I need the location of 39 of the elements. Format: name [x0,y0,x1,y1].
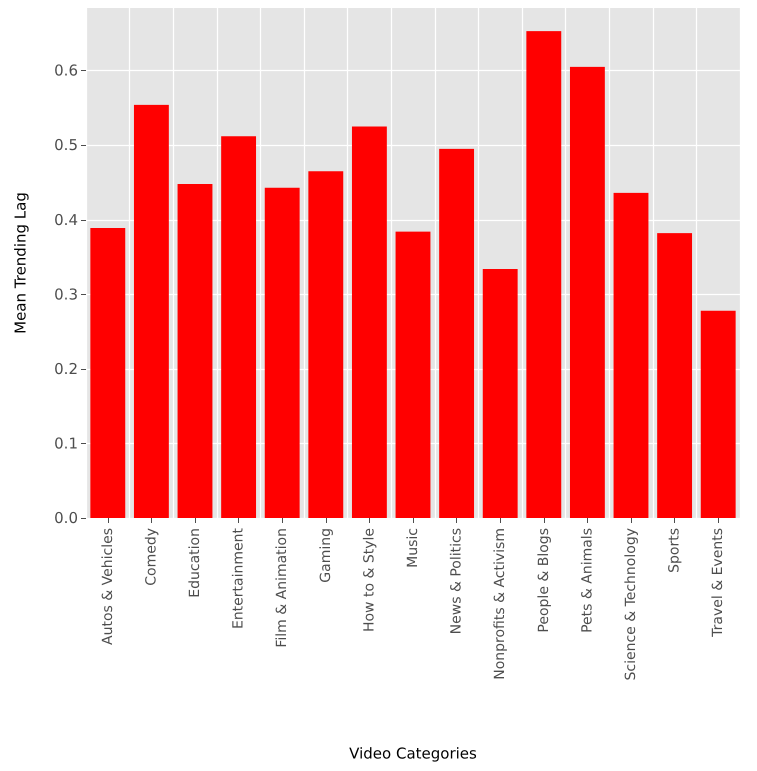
bar [264,188,300,518]
y-tick-label: 0.6 [54,62,78,80]
x-tick-label: Music [405,528,421,568]
x-tick-label: Science & Technology [623,528,639,681]
bar [482,268,518,518]
x-axis-title: Video Categories [349,744,478,762]
bar [308,171,344,518]
y-tick-label: 0.2 [54,360,78,378]
bar [439,148,474,518]
bar [614,192,648,518]
x-tick-label: Gaming [318,528,334,583]
x-tick-label: News & Politics [448,528,465,634]
bar [657,233,692,518]
bar [526,31,562,518]
x-tick-label: Travel & Events [710,528,726,638]
y-tick-label: 0.4 [54,210,78,229]
y-tick-label: 0.5 [54,136,78,154]
x-tick-label: Pets & Animals [579,528,596,633]
bar [178,184,212,518]
bar [396,232,430,518]
x-tick-label: Autos & Vehicles [100,528,116,645]
bar [700,310,736,518]
y-tick-label: 0.0 [54,509,78,527]
x-tick-label: How to & Style [361,528,378,632]
y-tick-label: 0.1 [54,434,78,452]
x-tick-label: Film & Animation [274,528,290,648]
bar [570,66,605,518]
x-tick-label: Entertainment [230,528,247,630]
x-tick-label: Comedy [143,528,160,586]
x-tick-label: People & Blogs [536,528,552,633]
bar [352,126,387,518]
x-tick-label: Sports [666,528,683,573]
bar [221,136,256,518]
x-tick-label: Education [187,528,203,598]
x-tick-label: Nonprofits & Activism [492,528,508,680]
y-axis-title: Mean Trending Lag [12,192,30,334]
y-tick-label: 0.3 [54,285,78,304]
bar [90,228,126,518]
bar [134,104,169,518]
